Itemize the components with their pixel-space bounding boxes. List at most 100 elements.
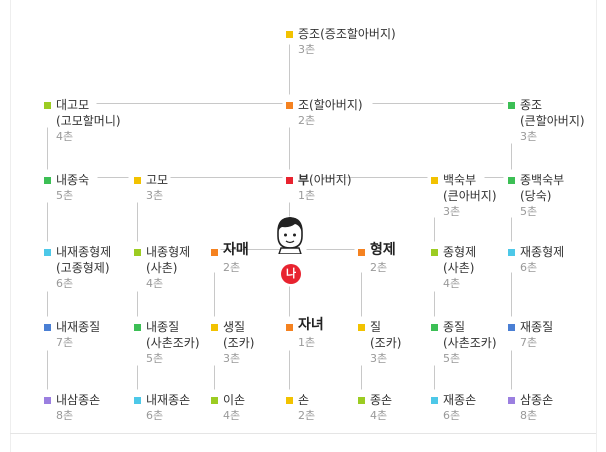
node-name: 대고모 bbox=[56, 98, 90, 112]
color-marker bbox=[508, 324, 515, 331]
node-name: 종조 bbox=[520, 98, 543, 112]
node-name: 조 bbox=[298, 98, 310, 112]
node-label: 내재종질 bbox=[56, 319, 100, 335]
color-marker bbox=[211, 324, 218, 331]
node-label: 자녀 bbox=[298, 317, 324, 333]
node-chon: 3촌 bbox=[370, 352, 388, 365]
color-marker bbox=[286, 324, 293, 331]
node-label: 재종형제 bbox=[520, 244, 564, 260]
node-chon: 4촌 bbox=[443, 277, 461, 290]
node-name: 삼종손 bbox=[520, 393, 554, 407]
node-label: 내종숙 bbox=[56, 172, 89, 188]
color-marker bbox=[431, 324, 438, 331]
color-marker bbox=[134, 397, 141, 404]
color-marker bbox=[211, 249, 218, 256]
node-name: 내종질 bbox=[146, 320, 180, 334]
node-label: 내재종손 bbox=[146, 392, 190, 408]
color-marker bbox=[286, 31, 293, 38]
node-label: 조(할아버지) bbox=[298, 97, 363, 113]
node-name: 내종숙 bbox=[56, 173, 90, 187]
node-subtitle: (큰아버지) bbox=[443, 189, 497, 203]
node-subtitle: (증조할아버지) bbox=[320, 27, 396, 41]
color-marker bbox=[44, 324, 51, 331]
node-chon: 4촌 bbox=[223, 409, 241, 422]
node-label: 내종질 (사촌조카) bbox=[146, 319, 200, 351]
node-chon: 6촌 bbox=[146, 409, 164, 422]
node-name: 자녀 bbox=[298, 317, 324, 333]
node-label: 부(아버지) bbox=[298, 172, 352, 188]
node-subtitle: (사촌) bbox=[443, 261, 475, 275]
node-label: 대고모 (고모할머니) bbox=[56, 97, 121, 129]
color-marker bbox=[508, 102, 515, 109]
node-name: 재종손 bbox=[443, 393, 477, 407]
color-marker bbox=[431, 249, 438, 256]
color-marker bbox=[358, 249, 365, 256]
node-chon: 5촌 bbox=[443, 352, 461, 365]
color-marker bbox=[431, 177, 438, 184]
node-chon: 7촌 bbox=[520, 336, 538, 349]
node-name: 생질 bbox=[223, 320, 246, 334]
node-chon: 6촌 bbox=[56, 277, 74, 290]
node-name: 종손 bbox=[370, 393, 393, 407]
node-label: 내재종형제 (고종형제) bbox=[56, 244, 111, 276]
node-chon: 5촌 bbox=[520, 205, 538, 218]
node-chon: 6촌 bbox=[443, 409, 461, 422]
node-chon: 4촌 bbox=[146, 277, 164, 290]
bottom-divider bbox=[10, 433, 596, 434]
color-marker bbox=[508, 249, 515, 256]
color-marker bbox=[431, 397, 438, 404]
node-name: 부 bbox=[298, 173, 310, 187]
node-name: 손 bbox=[298, 393, 310, 407]
node-name: 내종형제 bbox=[146, 245, 191, 259]
node-subtitle: (고모할머니) bbox=[56, 114, 121, 128]
node-chon: 2촌 bbox=[370, 261, 388, 274]
color-marker bbox=[358, 397, 365, 404]
node-chon: 3촌 bbox=[146, 189, 164, 202]
node-name: 고모 bbox=[146, 173, 169, 187]
node-name: 종질 bbox=[443, 320, 466, 334]
node-chon: 2촌 bbox=[223, 261, 241, 274]
node-chon: 1촌 bbox=[298, 189, 316, 202]
node-name: 내재종형제 bbox=[56, 245, 112, 259]
node-chon: 4촌 bbox=[56, 130, 74, 143]
node-subtitle: (조카) bbox=[370, 336, 402, 350]
color-marker bbox=[44, 177, 51, 184]
node-label: 이손 bbox=[223, 392, 245, 408]
node-label: 종형제 (사촌) bbox=[443, 244, 476, 276]
color-marker bbox=[134, 249, 141, 256]
color-marker bbox=[358, 324, 365, 331]
node-name: 내삼종손 bbox=[56, 393, 101, 407]
node-label: 종질 (사촌조카) bbox=[443, 319, 497, 351]
node-label: 질 (조카) bbox=[370, 319, 401, 351]
node-label: 내삼종손 bbox=[56, 392, 100, 408]
color-marker bbox=[508, 177, 515, 184]
node-chon: 3촌 bbox=[443, 205, 461, 218]
node-label: 손 bbox=[298, 392, 309, 408]
frame-right-border bbox=[596, 0, 597, 452]
node-subtitle: (할아버지) bbox=[309, 98, 363, 112]
node-label: 자매 bbox=[223, 242, 249, 258]
node-chon: 6촌 bbox=[520, 261, 538, 274]
node-chon: 7촌 bbox=[56, 336, 74, 349]
node-label: 증조(증조할아버지) bbox=[298, 26, 396, 42]
node-label: 재종손 bbox=[443, 392, 476, 408]
color-marker bbox=[44, 249, 51, 256]
color-marker bbox=[211, 397, 218, 404]
node-chon: 3촌 bbox=[520, 130, 538, 143]
node-name: 재종형제 bbox=[520, 245, 565, 259]
node-name: 내재종질 bbox=[56, 320, 101, 334]
node-chon: 8촌 bbox=[56, 409, 74, 422]
node-label: 형제 bbox=[370, 242, 396, 258]
color-marker bbox=[508, 397, 515, 404]
node-name: 백숙부 bbox=[443, 173, 477, 187]
node-chon: 1촌 bbox=[298, 336, 316, 349]
color-marker bbox=[134, 177, 141, 184]
color-marker bbox=[286, 397, 293, 404]
node-subtitle: (아버지) bbox=[309, 173, 352, 187]
node-subtitle: (사촌) bbox=[146, 261, 178, 275]
node-label: 삼종손 bbox=[520, 392, 553, 408]
node-name: 형제 bbox=[370, 242, 396, 258]
node-label: 종백숙부 (당숙) bbox=[520, 172, 564, 204]
node-subtitle: (당숙) bbox=[520, 189, 552, 203]
